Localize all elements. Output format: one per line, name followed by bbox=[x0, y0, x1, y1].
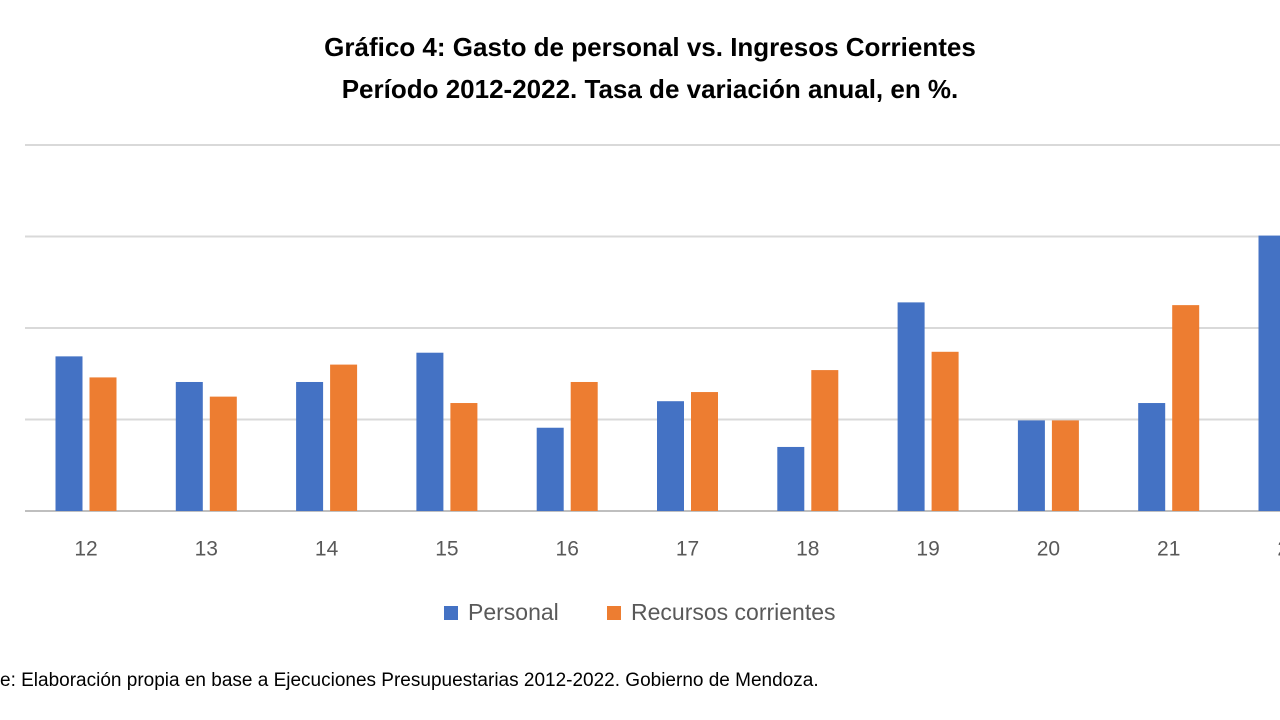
bar bbox=[691, 392, 718, 511]
x-tick-label: 20 bbox=[1037, 538, 1060, 561]
legend-swatch bbox=[444, 606, 458, 620]
bar bbox=[55, 356, 83, 511]
bar bbox=[330, 364, 358, 511]
x-tick-label: 15 bbox=[435, 538, 458, 561]
x-tick-label: 12 bbox=[74, 538, 97, 561]
bar bbox=[416, 352, 444, 511]
x-tick-label: 13 bbox=[195, 538, 218, 561]
bar bbox=[811, 370, 839, 511]
bar bbox=[1138, 403, 1166, 511]
bar bbox=[89, 377, 117, 511]
x-tick-label: 22 bbox=[1277, 538, 1280, 561]
bar bbox=[1017, 420, 1045, 511]
legend-label: Recursos corrientes bbox=[631, 599, 836, 625]
chart-subtitle: Período 2012-2022. Tasa de variación anu… bbox=[342, 74, 959, 104]
x-tick-label: 14 bbox=[315, 538, 339, 561]
bar bbox=[897, 302, 925, 511]
bar bbox=[1051, 420, 1079, 511]
bar bbox=[296, 381, 324, 511]
bar bbox=[536, 427, 564, 511]
source-note: e: Elaboración propia en base a Ejecucio… bbox=[0, 670, 819, 691]
bar bbox=[777, 446, 805, 511]
x-tick-label: 17 bbox=[676, 538, 699, 561]
bar bbox=[450, 403, 478, 511]
x-tick-label: 21 bbox=[1157, 538, 1180, 561]
bar bbox=[931, 351, 959, 511]
legend-label: Personal bbox=[468, 599, 559, 625]
bar bbox=[570, 381, 598, 511]
legend-swatch bbox=[607, 606, 621, 620]
x-tick-label: 19 bbox=[916, 538, 939, 561]
bar bbox=[1258, 235, 1280, 511]
bar bbox=[1172, 305, 1200, 511]
x-tick-label: 18 bbox=[796, 538, 819, 561]
x-tick-label: 16 bbox=[556, 538, 579, 561]
bar bbox=[657, 401, 684, 511]
bar bbox=[175, 381, 203, 511]
chart-title: Gráfico 4: Gasto de personal vs. Ingreso… bbox=[324, 32, 976, 62]
bar bbox=[209, 396, 237, 511]
